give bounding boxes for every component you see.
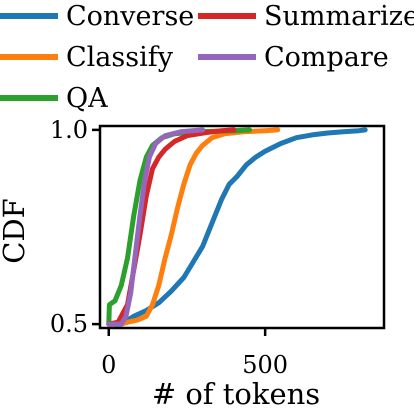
y-tick-label: 0.5: [50, 310, 88, 338]
legend: Converse Classify QA Summarize Compare: [0, 1, 414, 114]
x-tick-label: 500: [242, 351, 288, 379]
x-axis-ticks: 0 500: [101, 328, 288, 379]
x-tick-label: 0: [101, 351, 116, 379]
y-axis-label: CDF: [0, 198, 31, 264]
legend-label: Converse: [66, 1, 194, 32]
plot-area: 0 500 0.5 1.0: [50, 116, 386, 379]
y-tick-label: 1.0: [50, 116, 88, 144]
legend-label: QA: [66, 83, 108, 114]
legend-item-classify: Classify: [0, 42, 174, 73]
legend-label: Summarize: [264, 1, 414, 32]
plot-frame: [98, 124, 386, 330]
legend-item-converse: Converse: [0, 1, 194, 32]
legend-label: Compare: [264, 42, 389, 73]
legend-item-qa: QA: [0, 83, 108, 114]
series-line-compare: [106, 127, 206, 327]
y-axis-ticks: 0.5 1.0: [50, 116, 100, 338]
legend-item-summarize: Summarize: [198, 1, 414, 32]
legend-label: Classify: [66, 42, 174, 73]
x-axis-label: # of tokens: [152, 377, 320, 411]
series-lines: [106, 127, 368, 327]
series-line-classify: [106, 127, 281, 327]
legend-item-compare: Compare: [198, 42, 389, 73]
